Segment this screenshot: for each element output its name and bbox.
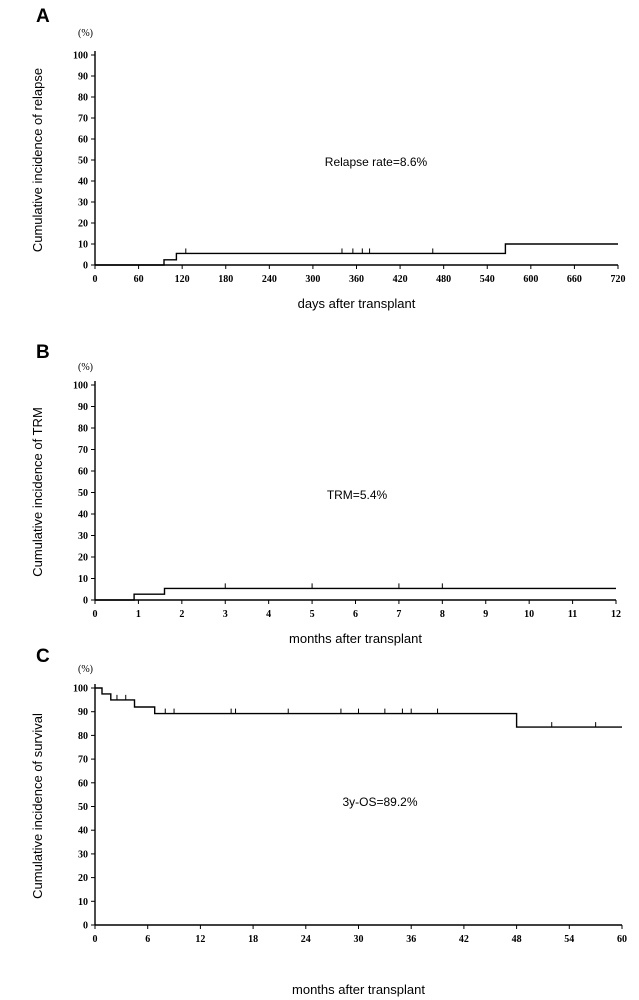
y-tick-label: 30 <box>78 531 88 542</box>
y-tick-label: 70 <box>78 755 88 766</box>
y-tick-label: 20 <box>78 219 88 230</box>
x-tick-label: 60 <box>617 934 627 945</box>
x-tick-label: 54 <box>564 934 574 945</box>
y-tick-label: 90 <box>78 72 88 83</box>
x-tick-label: 720 <box>611 274 626 285</box>
y-axis-title: Cumulative incidence of survival <box>30 713 45 899</box>
x-tick-label: 30 <box>354 934 364 945</box>
x-tick-label: 60 <box>134 274 144 285</box>
x-axis-title: months after transplant <box>289 631 422 646</box>
x-tick-label: 660 <box>567 274 582 285</box>
y-tick-label: 70 <box>78 445 88 456</box>
step-curve <box>95 243 618 266</box>
y-tick-label: 10 <box>78 574 88 585</box>
y-tick-label: 100 <box>73 684 88 695</box>
x-tick-label: 0 <box>93 934 98 945</box>
y-axis-title: Cumulative incidence of TRM <box>30 407 45 577</box>
y-tick-label: 0 <box>83 261 88 272</box>
x-tick-label: 10 <box>524 609 534 620</box>
y-unit-label: (%) <box>78 28 93 39</box>
x-tick-label: 0 <box>93 274 98 285</box>
annotation-text: 3y-OS=89.2% <box>342 795 417 809</box>
y-tick-label: 10 <box>78 897 88 908</box>
x-tick-label: 8 <box>440 609 445 620</box>
x-axis-title: days after transplant <box>298 296 416 311</box>
y-tick-label: 50 <box>78 802 88 813</box>
x-tick-label: 480 <box>436 274 451 285</box>
y-tick-label: 10 <box>78 240 88 251</box>
x-tick-label: 6 <box>353 609 358 620</box>
y-unit-label: (%) <box>78 664 93 675</box>
x-tick-label: 120 <box>175 274 190 285</box>
y-tick-label: 80 <box>78 424 88 435</box>
y-axis-title: Cumulative incidence of relapse <box>30 68 45 252</box>
x-tick-label: 2 <box>179 609 184 620</box>
x-tick-label: 4 <box>266 609 271 620</box>
y-tick-label: 100 <box>73 381 88 392</box>
y-tick-label: 60 <box>78 135 88 146</box>
x-tick-label: 9 <box>483 609 488 620</box>
x-axis-title: months after transplant <box>292 982 425 997</box>
y-tick-label: 90 <box>78 707 88 718</box>
x-tick-label: 600 <box>523 274 538 285</box>
y-tick-label: 40 <box>78 177 88 188</box>
x-tick-label: 12 <box>611 609 621 620</box>
step-curve <box>95 587 616 601</box>
y-tick-label: 30 <box>78 198 88 209</box>
x-tick-label: 18 <box>248 934 258 945</box>
x-tick-label: 300 <box>305 274 320 285</box>
y-tick-label: 70 <box>78 114 88 125</box>
y-tick-label: 60 <box>78 778 88 789</box>
y-tick-label: 30 <box>78 849 88 860</box>
y-tick-label: 90 <box>78 402 88 413</box>
y-tick-label: 0 <box>83 596 88 607</box>
y-tick-label: 80 <box>78 731 88 742</box>
axes: 0 10 20 30 40 50 60 70 80 90 100 0 6 12 18 24 30 36 42 48 54… <box>73 684 627 946</box>
step-curve <box>95 687 622 728</box>
panel-C: C (%) 0 10 20 30 40 50 60 70 80 90 100 0 6 12 18 24 30 36 42… <box>30 646 627 997</box>
annotation-text: TRM=5.4% <box>327 488 388 502</box>
y-tick-label: 20 <box>78 553 88 564</box>
x-tick-label: 36 <box>406 934 416 945</box>
y-tick-label: 50 <box>78 156 88 167</box>
y-tick-label: 50 <box>78 488 88 499</box>
x-tick-label: 11 <box>568 609 577 620</box>
x-tick-label: 0 <box>93 609 98 620</box>
x-tick-label: 48 <box>512 934 522 945</box>
y-tick-label: 60 <box>78 467 88 478</box>
panel-A: A (%) 0 10 20 30 40 50 60 70 80 90 100 0 60 120 180 240 30… <box>30 6 626 311</box>
panel-letter: A <box>36 6 50 27</box>
x-tick-label: 540 <box>480 274 495 285</box>
x-tick-label: 180 <box>218 274 233 285</box>
x-tick-label: 3 <box>223 609 228 620</box>
y-tick-label: 0 <box>83 921 88 932</box>
x-tick-label: 6 <box>145 934 150 945</box>
y-tick-label: 100 <box>73 51 88 62</box>
x-tick-label: 1 <box>136 609 141 620</box>
y-tick-label: 40 <box>78 826 88 837</box>
x-tick-label: 7 <box>396 609 401 620</box>
x-tick-label: 42 <box>459 934 469 945</box>
panel-letter: B <box>36 342 50 363</box>
x-tick-label: 360 <box>349 274 364 285</box>
panel-letter: C <box>36 646 50 667</box>
y-tick-label: 40 <box>78 510 88 521</box>
y-unit-label: (%) <box>78 362 93 373</box>
x-tick-label: 420 <box>393 274 408 285</box>
x-tick-label: 240 <box>262 274 277 285</box>
x-tick-label: 12 <box>195 934 205 945</box>
x-tick-label: 5 <box>310 609 315 620</box>
x-tick-label: 24 <box>301 934 311 945</box>
y-tick-label: 80 <box>78 93 88 104</box>
axes: 0 10 20 30 40 50 60 70 80 90 100 0 60 120 180 240 300 360… <box>73 51 626 286</box>
y-tick-label: 20 <box>78 873 88 884</box>
annotation-text: Relapse rate=8.6% <box>325 155 428 169</box>
